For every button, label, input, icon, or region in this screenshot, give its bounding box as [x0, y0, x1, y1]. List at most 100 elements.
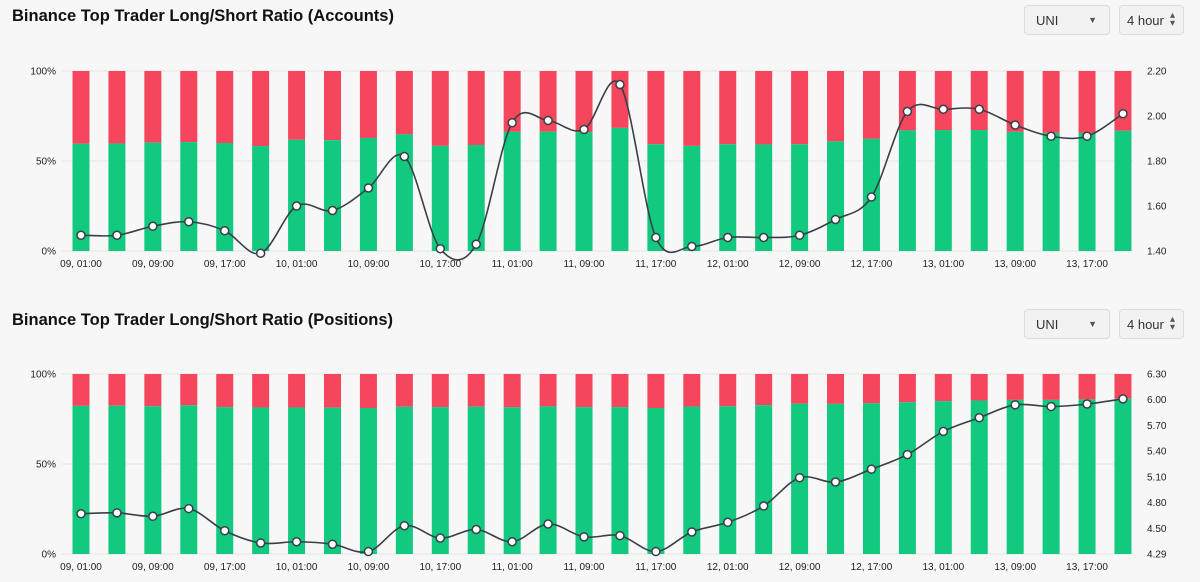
ratio-point[interactable]: [363, 183, 374, 193]
long-bar: [431, 145, 449, 251]
ratio-point[interactable]: [974, 104, 984, 114]
right-axis-tick-label: 1.40: [1147, 247, 1167, 258]
ratio-point[interactable]: [255, 538, 266, 548]
x-axis-tick-label: 10, 09:00: [348, 259, 390, 270]
ratio-point[interactable]: [435, 244, 446, 254]
ratio-point[interactable]: [471, 524, 481, 535]
ratio-point[interactable]: [112, 230, 122, 240]
ratio-point[interactable]: [651, 546, 661, 557]
long-bar: [359, 137, 377, 251]
x-axis-tick-label: 11, 01:00: [492, 259, 533, 270]
ratio-point[interactable]: [255, 248, 266, 258]
ratio-point[interactable]: [579, 124, 589, 135]
ratio-point[interactable]: [543, 519, 553, 529]
ratio-point[interactable]: [507, 537, 517, 547]
right-axis-tick-label: 4.29: [1147, 550, 1167, 561]
ratio-point[interactable]: [76, 508, 86, 519]
period-select[interactable]: 4 hour ▴ ▾: [1119, 5, 1184, 35]
ratio-point[interactable]: [76, 230, 86, 240]
ratio-point[interactable]: [830, 477, 841, 487]
long-bar: [216, 143, 234, 251]
ratio-point[interactable]: [1046, 401, 1056, 412]
left-axis-tick-label: 100%: [30, 370, 56, 381]
ratio-point[interactable]: [112, 508, 122, 518]
ratio-point[interactable]: [974, 412, 984, 423]
short-bar: [72, 374, 90, 406]
ratio-point[interactable]: [507, 118, 517, 128]
accounts-panel: Binance Top Trader Long/Short Ratio (Acc…: [0, 0, 1200, 290]
long-bar: [216, 407, 234, 554]
ratio-point[interactable]: [435, 533, 446, 543]
long-bar: [72, 405, 90, 554]
ratio-point[interactable]: [148, 511, 158, 522]
ratio-point[interactable]: [184, 217, 194, 227]
long-bar: [503, 407, 521, 554]
period-select[interactable]: 4 hour ▴ ▾: [1119, 309, 1184, 339]
ratio-point[interactable]: [399, 520, 410, 531]
symbol-select[interactable]: UNI ▼: [1024, 309, 1110, 339]
ratio-point[interactable]: [327, 205, 338, 216]
ratio-point[interactable]: [615, 530, 625, 541]
ratio-point[interactable]: [148, 221, 158, 231]
ratio-point[interactable]: [1118, 109, 1128, 119]
long-bar: [108, 143, 126, 251]
ratio-point[interactable]: [399, 151, 410, 162]
ratio-point[interactable]: [758, 232, 769, 243]
ratio-point[interactable]: [866, 464, 877, 474]
ratio-point[interactable]: [722, 517, 733, 528]
short-bar: [180, 374, 198, 406]
ratio-point[interactable]: [758, 501, 769, 511]
ratio-point[interactable]: [830, 214, 841, 225]
symbol-select[interactable]: UNI ▼: [1024, 5, 1110, 35]
short-bar: [1078, 374, 1096, 400]
ratio-point[interactable]: [938, 426, 949, 437]
short-bar: [575, 374, 593, 408]
ratio-point[interactable]: [543, 115, 553, 126]
ratio-point[interactable]: [722, 232, 733, 243]
ratio-point[interactable]: [1010, 120, 1020, 130]
long-bar: [934, 130, 952, 251]
ratio-point[interactable]: [219, 525, 230, 536]
long-bar: [862, 403, 880, 554]
ratio-point[interactable]: [184, 503, 194, 514]
ratio-point[interactable]: [327, 539, 338, 549]
long-bar: [1006, 131, 1024, 251]
ratio-point[interactable]: [615, 79, 625, 90]
left-axis-tick-label: 0%: [42, 247, 57, 258]
ratio-point[interactable]: [902, 106, 913, 117]
x-axis-tick-label: 09, 01:00: [60, 259, 102, 270]
ratio-point[interactable]: [938, 104, 949, 114]
ratio-point[interactable]: [794, 472, 805, 483]
ratio-point[interactable]: [651, 232, 661, 243]
x-axis-tick-label: 13, 01:00: [922, 259, 964, 270]
ratio-point[interactable]: [1082, 131, 1092, 141]
ratio-point[interactable]: [794, 230, 805, 240]
ratio-point[interactable]: [1082, 399, 1092, 409]
short-bar: [144, 71, 162, 143]
ratio-point[interactable]: [219, 226, 230, 236]
ratio-point[interactable]: [1118, 394, 1128, 404]
ratio-point[interactable]: [579, 532, 589, 542]
ratio-point[interactable]: [471, 239, 481, 249]
ratio-point[interactable]: [902, 449, 913, 460]
ratio-point[interactable]: [687, 527, 697, 537]
ratio-point[interactable]: [687, 241, 697, 252]
ratio-point[interactable]: [1046, 131, 1056, 141]
ratio-point[interactable]: [291, 537, 302, 547]
short-bar: [252, 71, 270, 147]
ratio-point[interactable]: [363, 546, 374, 557]
ratio-point[interactable]: [291, 201, 302, 211]
period-select-value: 4 hour: [1127, 12, 1164, 28]
long-bar: [395, 406, 413, 554]
x-axis-tick-label: 12, 17:00: [851, 562, 893, 573]
long-bar: [359, 408, 377, 554]
ratio-point[interactable]: [866, 192, 877, 202]
x-axis-tick-label: 10, 17:00: [419, 562, 461, 573]
long-bar: [1114, 398, 1132, 554]
short-bar: [683, 374, 701, 407]
ratio-point[interactable]: [1010, 400, 1020, 410]
x-axis-tick-label: 12, 09:00: [779, 562, 821, 573]
x-axis-tick-label: 11, 01:00: [492, 562, 533, 573]
long-bar: [1042, 132, 1060, 251]
long-bar: [611, 127, 629, 251]
